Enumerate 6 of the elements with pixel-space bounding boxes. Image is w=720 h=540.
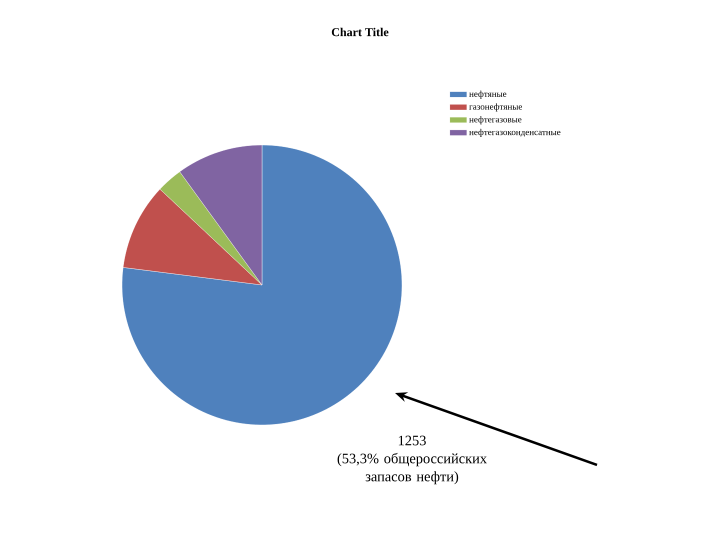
text: 1253 (53,3% общероссийских запасов нефти) xyxy=(338,436,487,484)
legend-label: нефтегазовые xyxy=(469,116,522,124)
legend-label: нефтегазоконденсатные xyxy=(469,128,560,137)
chart-title: Chart Title xyxy=(332,28,388,36)
legend-label: нефтяные xyxy=(469,90,506,99)
legend-label: газонефтяные xyxy=(469,103,522,112)
